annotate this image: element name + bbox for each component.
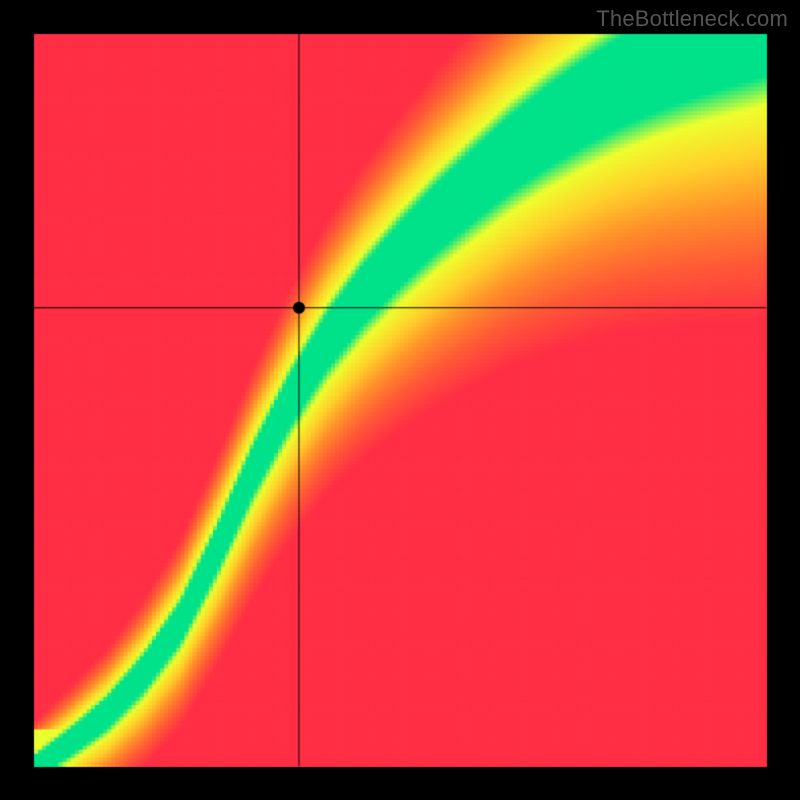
heatmap-canvas [0,0,800,800]
chart-container: TheBottleneck.com [0,0,800,800]
watermark-text: TheBottleneck.com [596,6,788,32]
